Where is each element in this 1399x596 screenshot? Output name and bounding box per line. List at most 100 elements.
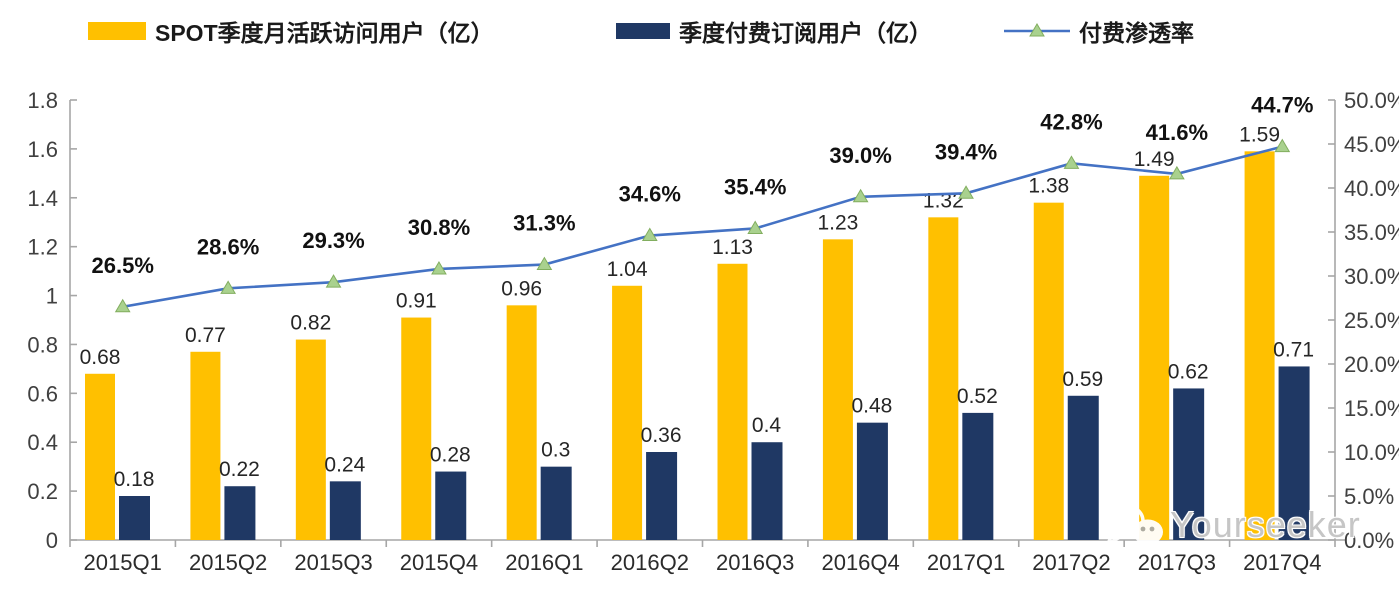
legend-item-subs: 季度付费订阅用户（亿）: [616, 16, 932, 46]
penetration-label: 26.5%: [92, 253, 154, 278]
x-axis-label: 2016Q3: [716, 550, 794, 575]
y-axis-left-label: 0.2: [27, 479, 58, 504]
x-axis-label: 2015Q3: [294, 550, 372, 575]
x-axis-label: 2015Q1: [84, 550, 162, 575]
bar-mau: [1033, 202, 1064, 540]
bar-mau: [85, 373, 115, 540]
bar-mau: [190, 351, 221, 540]
bar-subs: [540, 466, 572, 540]
y-axis-left-label: 0.6: [27, 381, 58, 406]
bar-subs: [962, 412, 994, 540]
bar-subs: [856, 422, 888, 540]
legend-line-marker-icon: [1004, 23, 1070, 37]
y-axis-left-label: 1.8: [27, 88, 58, 113]
penetration-marker: [431, 260, 447, 275]
y-axis-right-label: 0.0%: [1344, 528, 1394, 553]
bar-mau: [822, 239, 853, 541]
bar-label-subs: 0.36: [641, 424, 682, 447]
penetration-marker: [325, 274, 342, 288]
legend-item-penetration: 付费渗透率: [1004, 16, 1194, 46]
x-axis-label: 2017Q3: [1138, 550, 1216, 575]
penetration-marker: [220, 280, 236, 294]
bar-label-mau: 0.82: [290, 312, 331, 335]
penetration-marker: [1169, 165, 1185, 180]
legend-swatch-subs-icon: [616, 23, 670, 39]
y-axis-left-label: 1.4: [27, 186, 58, 211]
legend-item-mau: SPOT季度月活跃访问用户（亿）: [88, 16, 494, 46]
y-axis-right-label: 45.0%: [1344, 132, 1399, 157]
penetration-label: 41.6%: [1146, 120, 1208, 145]
y-axis-right-label: 15.0%: [1344, 396, 1399, 421]
bar-subs: [646, 452, 678, 540]
x-axis-label: 2016Q4: [821, 550, 899, 575]
y-axis-right-label: 5.0%: [1344, 484, 1394, 509]
penetration-label: 34.6%: [619, 182, 681, 207]
bar-subs: [1278, 366, 1310, 540]
bar-label-mau: 1.49: [1134, 148, 1175, 171]
bar-label-subs: 0.18: [114, 468, 155, 491]
bar-label-mau: 0.77: [185, 324, 226, 347]
bar-label-subs: 0.22: [219, 458, 260, 481]
y-axis-left-label: 0.8: [27, 332, 58, 357]
bar-mau: [612, 285, 643, 540]
bar-label-mau: 0.91: [396, 290, 437, 313]
bar-mau: [717, 263, 748, 540]
penetration-label: 29.3%: [302, 228, 364, 253]
legend-label-mau: SPOT季度月活跃访问用户（亿）: [155, 20, 494, 46]
penetration-marker: [747, 220, 764, 234]
bar-label-subs: 0.24: [324, 453, 365, 476]
x-axis-label: 2015Q2: [189, 550, 267, 575]
bar-subs: [1067, 395, 1099, 540]
y-axis-left-label: 1.2: [27, 235, 58, 260]
bar-label-mau: 1.04: [607, 258, 648, 281]
bar-label-mau: 1.23: [817, 211, 858, 234]
penetration-label: 42.8%: [1040, 109, 1102, 134]
bar-mau: [928, 217, 959, 541]
y-axis-right-label: 50.0%: [1344, 88, 1399, 113]
legend-swatch-mau-icon: [88, 22, 146, 40]
penetration-label: 39.4%: [935, 139, 997, 164]
legend-label-penetration: 付费渗透率: [1079, 20, 1194, 46]
penetration-marker: [114, 298, 131, 313]
y-axis-right-label: 35.0%: [1344, 220, 1399, 245]
bar-label-mau: 1.38: [1028, 175, 1069, 198]
penetration-marker: [958, 185, 974, 199]
bar-label-subs: 0.59: [1062, 368, 1103, 391]
penetration-label: 35.4%: [724, 174, 786, 199]
y-axis-right-label: 40.0%: [1344, 176, 1399, 201]
bar-subs: [435, 471, 467, 540]
bar-label-subs: 0.71: [1273, 338, 1314, 361]
penetration-marker: [641, 227, 658, 242]
bar-subs: [329, 481, 361, 540]
y-axis-right-label: 20.0%: [1344, 352, 1399, 377]
penetration-label: 31.3%: [513, 211, 575, 236]
y-axis-left-label: 0.4: [27, 430, 58, 455]
y-axis-right-label: 10.0%: [1344, 440, 1399, 465]
penetration-label: 44.7%: [1251, 93, 1313, 118]
x-axis-label: 2017Q1: [927, 550, 1005, 575]
bar-label-mau: 1.59: [1239, 123, 1280, 146]
legend-label-subs: 季度付费订阅用户（亿）: [679, 20, 932, 46]
y-axis-right-label: 30.0%: [1344, 264, 1399, 289]
y-axis-left-label: 1: [46, 284, 58, 309]
bar-label-subs: 0.48: [851, 395, 892, 418]
bar-subs: [119, 496, 150, 540]
bar-subs: [1173, 388, 1205, 540]
penetration-label: 30.8%: [408, 215, 470, 240]
x-axis-label: 2017Q2: [1032, 550, 1110, 575]
bar-label-mau: 1.13: [712, 236, 753, 259]
y-axis-left-label: 1.6: [27, 137, 58, 162]
bar-label-subs: 0.28: [430, 444, 471, 467]
penetration-marker: [1063, 155, 1080, 169]
y-axis-right-label: 25.0%: [1344, 308, 1399, 333]
bar-label-mau: 0.68: [80, 346, 121, 369]
bar-label-subs: 0.3: [541, 439, 570, 462]
x-axis-label: 2015Q4: [400, 550, 478, 575]
x-axis-label: 2016Q2: [611, 550, 689, 575]
penetration-label: 28.6%: [197, 234, 259, 259]
penetration-label: 39.0%: [829, 143, 891, 168]
x-axis-label: 2017Q4: [1243, 550, 1321, 575]
bar-mau: [295, 339, 326, 540]
